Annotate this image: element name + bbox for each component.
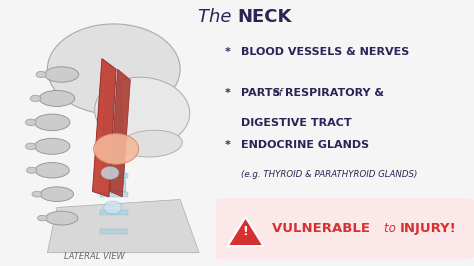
Text: INJURY!: INJURY! (400, 222, 456, 235)
Text: The: The (198, 8, 237, 26)
Ellipse shape (95, 77, 190, 146)
Text: RESPIRATORY &: RESPIRATORY & (285, 88, 384, 98)
Ellipse shape (39, 90, 75, 106)
Text: to: to (384, 222, 400, 235)
Ellipse shape (26, 119, 36, 126)
Text: LATERAL VIEW: LATERAL VIEW (64, 252, 125, 261)
Polygon shape (102, 80, 126, 192)
Text: ENDOCRINE GLANDS: ENDOCRINE GLANDS (241, 140, 369, 150)
Polygon shape (100, 173, 128, 178)
Polygon shape (47, 200, 199, 253)
Text: *: * (225, 47, 235, 57)
Ellipse shape (37, 215, 47, 221)
Ellipse shape (26, 143, 36, 149)
Ellipse shape (101, 167, 119, 179)
Ellipse shape (30, 95, 41, 102)
Polygon shape (110, 69, 130, 197)
Ellipse shape (93, 134, 138, 164)
Ellipse shape (35, 163, 69, 178)
Text: *: * (225, 88, 235, 98)
Ellipse shape (34, 138, 70, 154)
Ellipse shape (104, 201, 122, 214)
Polygon shape (228, 217, 264, 246)
Text: !: ! (243, 225, 248, 238)
Polygon shape (100, 229, 128, 234)
Polygon shape (100, 192, 128, 197)
Ellipse shape (32, 191, 42, 197)
Polygon shape (100, 210, 128, 215)
Polygon shape (92, 59, 116, 197)
Ellipse shape (47, 24, 180, 114)
Text: BLOOD VESSELS & NERVES: BLOOD VESSELS & NERVES (241, 47, 409, 57)
Ellipse shape (46, 211, 78, 225)
Ellipse shape (40, 187, 73, 202)
FancyBboxPatch shape (216, 198, 474, 259)
Text: VULNERABLE: VULNERABLE (272, 222, 374, 235)
Text: of: of (273, 88, 285, 98)
Text: PARTS: PARTS (241, 88, 284, 98)
Text: DIGESTIVE TRACT: DIGESTIVE TRACT (241, 118, 351, 128)
Ellipse shape (36, 71, 46, 78)
Ellipse shape (45, 67, 79, 82)
Ellipse shape (34, 114, 70, 131)
Ellipse shape (27, 167, 37, 173)
Text: *: * (225, 140, 235, 150)
Ellipse shape (121, 130, 182, 157)
Text: NECK: NECK (237, 8, 292, 26)
Text: (e.g. THYROID & PARATHYROID GLANDS): (e.g. THYROID & PARATHYROID GLANDS) (241, 170, 417, 179)
